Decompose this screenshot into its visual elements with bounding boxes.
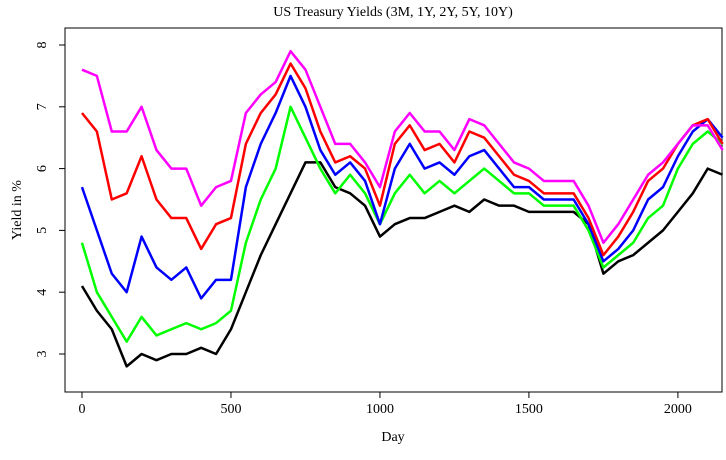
x-tick-label: 0 bbox=[78, 402, 85, 417]
y-tick-label: 4 bbox=[35, 289, 50, 296]
y-tick-label: 7 bbox=[35, 103, 50, 110]
y-tick-label: 5 bbox=[35, 227, 50, 234]
x-tick-label: 1000 bbox=[366, 402, 394, 417]
y-axis-label: Yield in % bbox=[10, 180, 25, 240]
series-line bbox=[80, 105, 724, 343]
x-axis-label: Day bbox=[381, 430, 404, 445]
y-tick-label: 6 bbox=[35, 165, 50, 172]
y-tick-label: 3 bbox=[35, 350, 50, 357]
plot-frame bbox=[64, 27, 723, 393]
series-line bbox=[80, 74, 724, 300]
chart-title: US Treasury Yields (3M, 1Y, 2Y, 5Y, 10Y) bbox=[273, 5, 513, 20]
x-tick-label: 2000 bbox=[664, 402, 692, 417]
x-tick-label: 500 bbox=[220, 402, 241, 417]
series-line bbox=[81, 62, 724, 257]
series-line bbox=[81, 49, 724, 245]
x-tick-label: 1500 bbox=[515, 402, 543, 417]
y-tick-label: 8 bbox=[35, 41, 50, 48]
series-line bbox=[80, 161, 724, 368]
